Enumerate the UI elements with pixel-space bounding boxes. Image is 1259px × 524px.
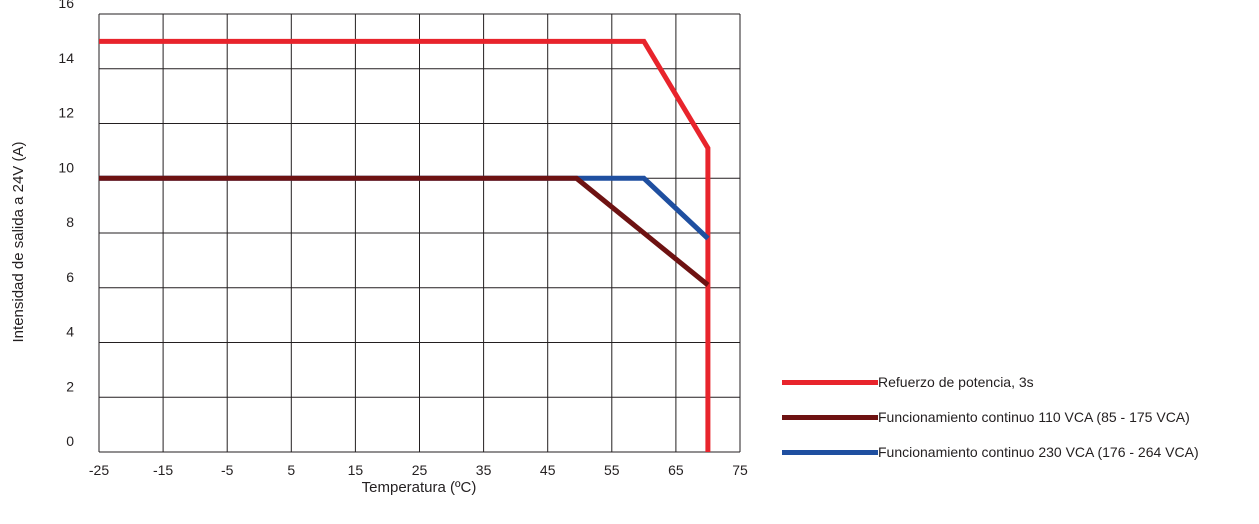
x-tick-label: 15: [348, 462, 364, 478]
y-tick-label: 6: [66, 269, 74, 285]
legend-item: Refuerzo de potencia, 3s: [782, 372, 1259, 392]
legend-swatch: [782, 380, 878, 385]
y-tick-label: 10: [58, 159, 74, 175]
legend-swatch: [782, 450, 878, 455]
y-tick-label: 14: [58, 50, 74, 66]
series-line-2: [99, 175, 710, 287]
legend-label: Funcionamiento continuo 110 VCA (85 - 17…: [878, 409, 1190, 425]
y-axis-label: Intensidad de salida a 24V (A): [10, 142, 27, 343]
series-layer: [99, 38, 711, 452]
x-tick-label: 5: [287, 462, 295, 478]
legend-label: Funcionamiento continuo 230 VCA (176 - 2…: [878, 444, 1199, 460]
x-tick-label: 45: [540, 462, 556, 478]
series-line-0: [99, 38, 711, 452]
x-tick-label: -15: [153, 462, 173, 478]
x-tick-label: 65: [668, 462, 684, 478]
y-tick-label: 16: [58, 0, 74, 11]
y-tick-label: 12: [58, 105, 74, 121]
x-tick-label: -5: [221, 462, 234, 478]
legend-swatch: [782, 415, 878, 420]
x-tick-label: 25: [412, 462, 428, 478]
ticks: -25 -15 -5 5 15 25 35 45 55 65 75 0 2 4 6 8 10 12 14 16: [58, 0, 748, 478]
legend-item: Funcionamiento continuo 230 VCA (176 - 2…: [782, 442, 1259, 462]
y-tick-label: 0: [66, 433, 74, 449]
legend-label: Refuerzo de potencia, 3s: [878, 374, 1034, 390]
x-tick-label: 35: [476, 462, 492, 478]
x-axis-label: Temperatura (ºC): [362, 479, 477, 496]
y-tick-label: 2: [66, 378, 74, 394]
legend-item: Funcionamiento continuo 110 VCA (85 - 17…: [782, 407, 1259, 427]
y-tick-label: 4: [66, 324, 74, 340]
x-tick-label: -25: [89, 462, 109, 478]
x-tick-label: 75: [732, 462, 748, 478]
x-tick-label: 55: [604, 462, 620, 478]
y-tick-label: 8: [66, 214, 74, 230]
